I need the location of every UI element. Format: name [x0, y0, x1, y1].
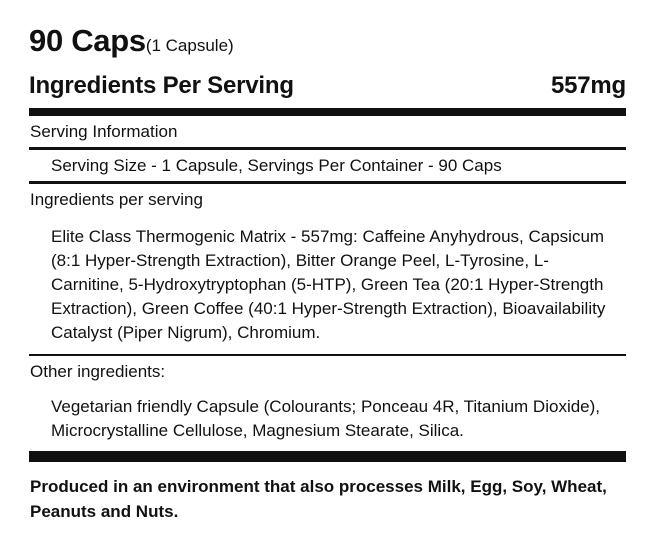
allergen-notice: Produced in an environment that also pro… [30, 477, 607, 521]
serving-amount: 557mg [550, 72, 626, 99]
other-ingredients-text: Vegetarian friendly Capsule (Colourants;… [51, 397, 601, 440]
ingredients-per-serving-title: Ingredients Per Serving [29, 72, 294, 99]
supplement-facts-panel: 90 Caps(1 Capsule) Ingredients Per Servi… [29, 22, 626, 524]
divider [29, 181, 626, 184]
divider-heavy [29, 451, 626, 462]
divider [29, 354, 626, 356]
other-ingredients-label: Other ingredients: [30, 362, 166, 381]
divider [29, 147, 626, 150]
serving-unit: (1 Capsule) [145, 36, 234, 55]
ingredients-text: Elite Class Thermogenic Matrix - 557mg: … [51, 227, 606, 342]
capsule-count-heading: 90 Caps(1 Capsule) [29, 22, 626, 60]
divider-thick [29, 108, 626, 116]
ingredients-per-serving-row: Ingredients Per Serving 557mg [29, 64, 626, 108]
ingredients-label: Ingredients per serving [30, 190, 203, 209]
serving-information-text: Serving Size - 1 Capsule, Servings Per C… [51, 156, 502, 175]
serving-information-label: Serving Information [30, 122, 178, 141]
caps-count: 90 Caps [29, 23, 146, 58]
